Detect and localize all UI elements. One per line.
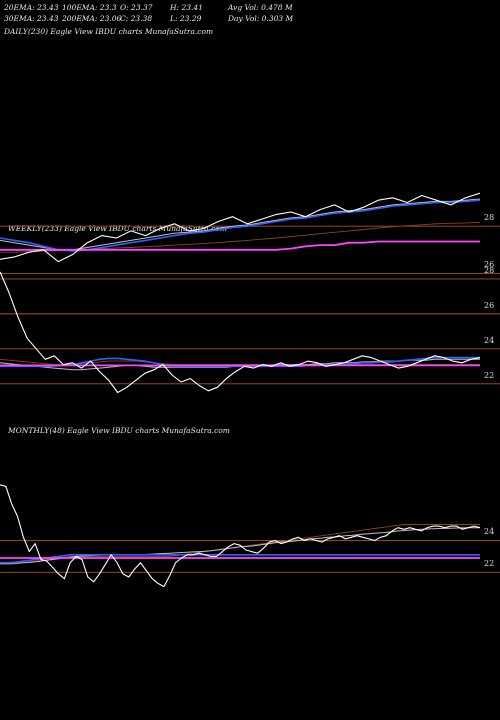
daily-price-line xyxy=(0,192,481,263)
stat-open: O: 23.37 xyxy=(120,3,153,12)
stat-ema30: 30EMA: 23.43 xyxy=(4,14,59,23)
daily-magenta-line xyxy=(0,240,480,251)
weekly-tick-label: 28 xyxy=(484,265,495,275)
monthly-panel-title: MONTHLY(48) Eagle View IBDU charts Munaf… xyxy=(8,426,230,435)
daily-tick-label: 26 xyxy=(484,260,495,270)
weekly-price-line xyxy=(0,271,481,394)
monthly-ema-short-line xyxy=(0,527,480,564)
stat-day-vol: Day Vol: 0.303 M xyxy=(228,14,294,23)
daily-panel-title: DAILY(230) Eagle View IBDU charts Munafa… xyxy=(4,27,214,36)
monthly-price-line xyxy=(0,484,481,588)
stat-high: H: 23.41 xyxy=(170,3,203,12)
weekly-panel-title: WEEKLY(233) Eagle View IBDU charts Munaf… xyxy=(8,224,227,233)
monthly-panel xyxy=(0,484,500,588)
stat-avg-vol: Avg Vol: 0.478 M xyxy=(228,3,293,12)
monthly-tick-label: 24 xyxy=(484,527,495,537)
weekly-tick-label: 22 xyxy=(484,370,495,380)
weekly-tick-label: 24 xyxy=(484,335,495,345)
monthly-tick-label: 22 xyxy=(484,559,495,569)
weekly-panel xyxy=(0,271,500,394)
stat-close: C: 23.38 xyxy=(120,14,153,23)
daily-tick-label: 28 xyxy=(484,213,495,223)
monthly-ema-blue-line xyxy=(0,553,480,564)
stat-ema200: 200EMA: 23.06 xyxy=(62,14,122,23)
stat-low: L: 23.29 xyxy=(170,14,202,23)
stat-ema100: 100EMA: 23.3 xyxy=(62,3,117,12)
weekly-tick-label: 26 xyxy=(484,300,495,310)
daily-panel xyxy=(0,192,500,274)
stat-ema20: 20EMA: 23.43 xyxy=(4,3,59,12)
